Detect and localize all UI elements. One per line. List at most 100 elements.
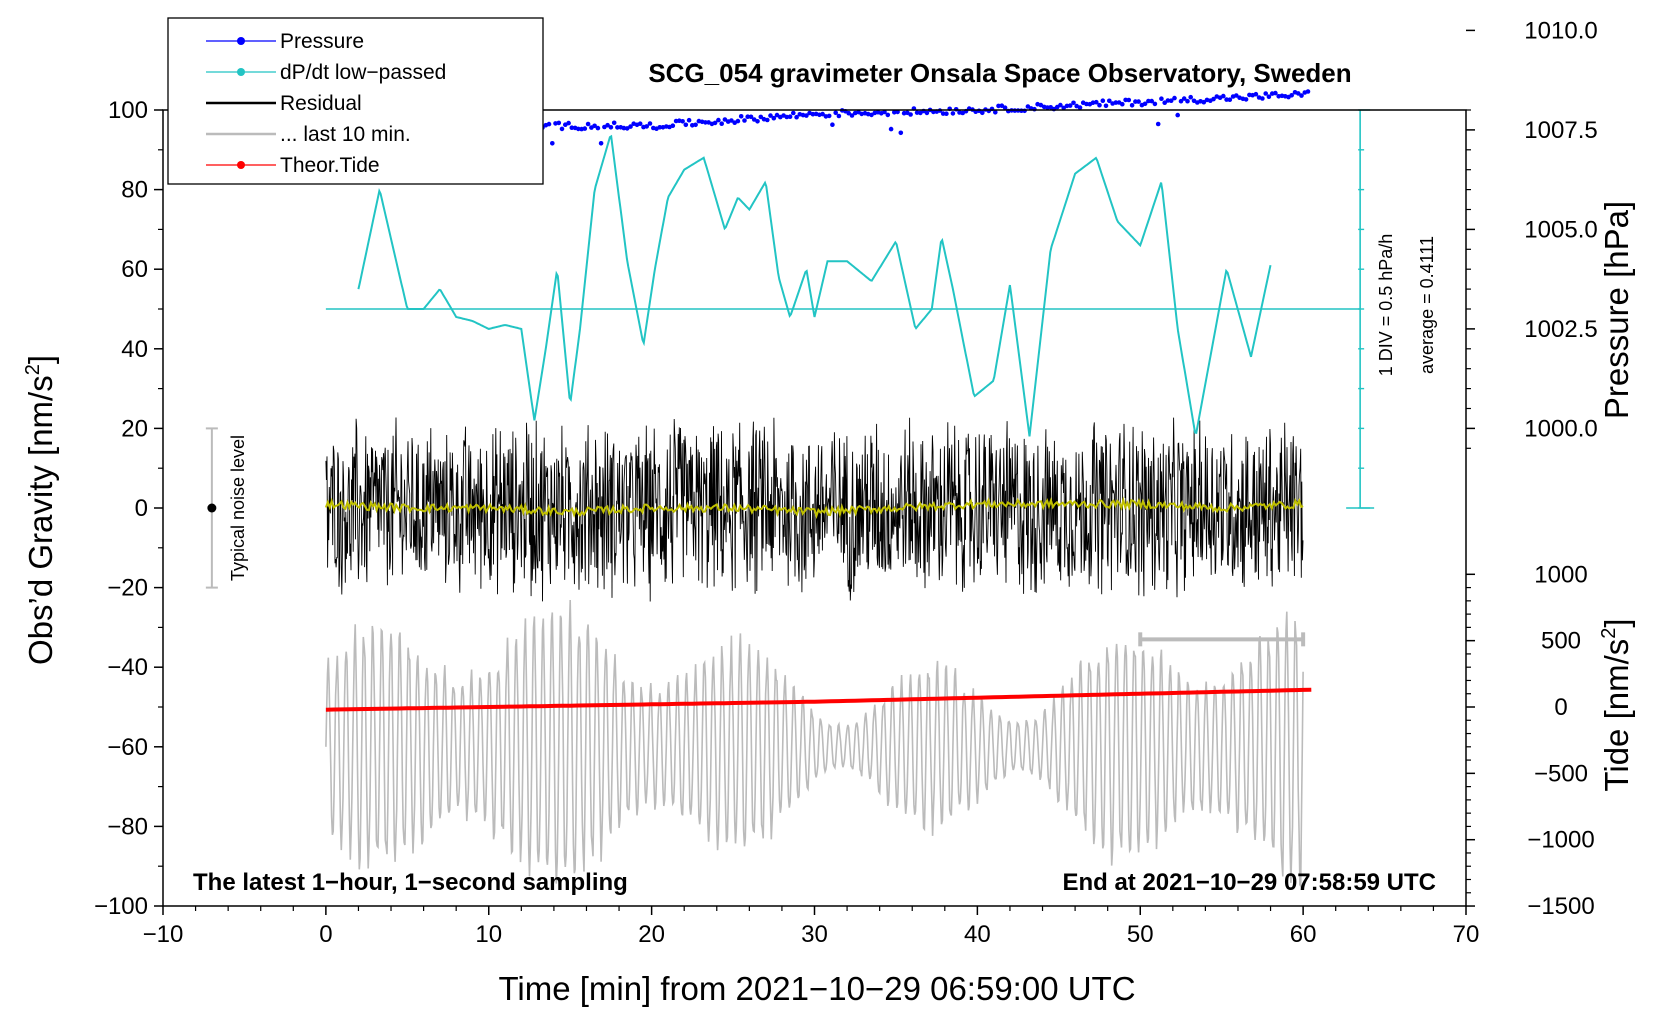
pressure-point	[605, 122, 610, 128]
pressure-point	[1181, 96, 1187, 101]
tide-tick-label: −1500	[1527, 893, 1594, 920]
pressure-point	[869, 112, 874, 118]
legend-label: Pressure	[280, 30, 364, 53]
pressure-tick-label: 1010.0	[1524, 17, 1597, 44]
y-tick-label: 80	[121, 177, 148, 204]
pressure-point	[647, 121, 653, 126]
pressure-point	[644, 124, 649, 129]
pressure-point	[719, 121, 724, 126]
legend: Pressure dP/dt low−passed Residual ... last…	[167, 17, 544, 185]
pressure-point	[1263, 91, 1268, 96]
pressure-point	[898, 130, 904, 136]
pressure-point	[595, 125, 601, 131]
pressure-point	[765, 117, 770, 123]
pressure-point	[1243, 97, 1249, 102]
pressure-point	[621, 125, 627, 131]
x-tick-label: 40	[964, 921, 991, 948]
pressure-point	[1126, 97, 1132, 103]
pressure-point	[1211, 96, 1216, 102]
legend-box	[167, 17, 544, 185]
y-tick-label: −20	[107, 575, 148, 602]
pressure-point	[944, 111, 949, 116]
pressure-point	[1058, 102, 1063, 108]
pressure-point	[882, 109, 887, 115]
series-dpdt-line	[357, 134, 1272, 437]
x-tick-label: 20	[638, 921, 665, 948]
pressure-point	[1084, 101, 1089, 107]
legend-label: dP/dt low−passed	[280, 61, 446, 84]
y-axis-title-tide-sup: 2	[1598, 628, 1620, 639]
legend-label: ... last 10 min.	[280, 123, 411, 146]
pressure-point	[566, 120, 571, 126]
pressure-point	[914, 110, 920, 115]
pressure-point	[908, 112, 913, 117]
pressure-tick-label: 1002.5	[1524, 316, 1597, 343]
pressure-point	[1188, 94, 1193, 100]
pressure-point	[1002, 105, 1008, 110]
pressure-point	[1107, 98, 1112, 104]
y-tick-label: 40	[121, 336, 148, 363]
pressure-point	[657, 125, 663, 130]
series-layer	[205, 89, 1375, 890]
pressure-point	[1168, 98, 1174, 103]
pressure-point	[576, 126, 581, 132]
pressure-point	[1120, 101, 1125, 107]
pressure-point	[716, 117, 721, 123]
legend-label: Residual	[280, 92, 362, 115]
pressure-point	[1142, 101, 1148, 107]
pressure-point	[1061, 105, 1066, 111]
text-layer: SCG_054 gravimeter Onsala Space Observat…	[22, 58, 1635, 1007]
pressure-point	[735, 118, 741, 124]
pressure-point	[1234, 93, 1239, 98]
pressure-point	[836, 113, 842, 119]
tide-tick-label: 1000	[1534, 561, 1587, 588]
pressure-point	[950, 111, 956, 116]
pressure-point	[1067, 103, 1073, 108]
x-tick-label: −10	[143, 921, 184, 948]
pressure-point	[1077, 105, 1083, 110]
pressure-point	[1103, 103, 1109, 109]
axes-layer: −10 0 10 20 30 40 50 60 70−100−80−60−40−20020406…	[94, 17, 1598, 948]
pressure-point	[1133, 99, 1138, 104]
pressure-point	[592, 123, 597, 129]
y-tick-label: 20	[121, 415, 148, 442]
pressure-point	[550, 141, 555, 146]
pressure-point	[637, 121, 643, 126]
pressure-point	[608, 125, 614, 130]
y-tick-label: −60	[107, 734, 148, 761]
series-raw-gravity-line	[325, 599, 1304, 890]
pressure-point	[1185, 98, 1190, 104]
pressure-point	[849, 113, 855, 118]
pressure-point	[598, 141, 604, 146]
pressure-point	[686, 117, 692, 123]
pressure-point	[1022, 108, 1027, 114]
pressure-point	[1227, 97, 1233, 102]
pressure-point	[738, 114, 744, 119]
pressure-point	[546, 121, 552, 127]
y-tick-label: −40	[107, 654, 148, 681]
pressure-point	[1266, 94, 1272, 99]
pressure-point	[1159, 96, 1164, 101]
pressure-point	[1178, 98, 1184, 104]
annotation-latest-hour: The latest 1−hour, 1−second sampling	[193, 869, 628, 896]
noise-bar-center	[207, 503, 217, 513]
y-axis-title-left-main: Obs’d Gravity [nm/s	[22, 375, 59, 665]
pressure-point	[784, 114, 790, 120]
pressure-point	[683, 122, 689, 128]
legend-marker	[237, 68, 245, 76]
pressure-point	[924, 110, 930, 116]
pressure-point	[1071, 100, 1076, 106]
pressure-point	[611, 120, 617, 126]
x-tick-label: 0	[319, 921, 332, 948]
tide-tick-label: 0	[1554, 694, 1567, 721]
pressure-point	[1045, 105, 1050, 110]
tide-tick-label: −500	[1534, 760, 1588, 787]
pressure-point	[804, 113, 809, 118]
y-axis-title-left-sup: 2	[22, 364, 44, 375]
tide-tick-label: −1000	[1527, 827, 1594, 854]
legend-marker	[237, 37, 245, 45]
x-axis-title: Time [min] from 2021−10−29 06:59:00 UTC	[498, 970, 1135, 1007]
pressure-point	[670, 123, 676, 128]
pressure-point	[833, 110, 838, 116]
